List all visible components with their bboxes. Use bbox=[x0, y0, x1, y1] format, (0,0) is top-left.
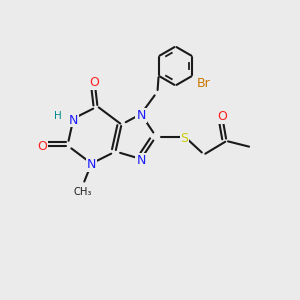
Text: H: H bbox=[54, 111, 62, 121]
Text: O: O bbox=[90, 76, 99, 89]
Text: CH₃: CH₃ bbox=[73, 188, 92, 197]
Text: O: O bbox=[217, 110, 227, 124]
Text: N: N bbox=[136, 154, 146, 167]
Text: Br: Br bbox=[196, 77, 210, 90]
Text: N: N bbox=[87, 158, 96, 172]
Text: N: N bbox=[136, 109, 146, 122]
Text: S: S bbox=[181, 131, 188, 145]
Text: O: O bbox=[37, 140, 47, 154]
Text: N: N bbox=[69, 113, 78, 127]
